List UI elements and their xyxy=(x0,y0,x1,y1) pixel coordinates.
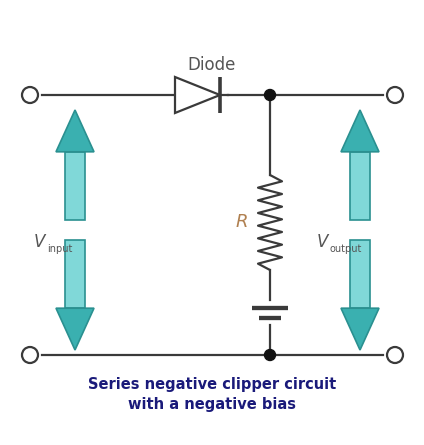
Circle shape xyxy=(387,87,403,103)
Text: $V$: $V$ xyxy=(33,233,47,251)
Text: with a negative bias: with a negative bias xyxy=(128,397,296,413)
Circle shape xyxy=(387,347,403,363)
Text: Diode: Diode xyxy=(188,56,236,74)
Text: output: output xyxy=(330,244,363,254)
Polygon shape xyxy=(56,110,94,152)
Polygon shape xyxy=(341,308,379,350)
Circle shape xyxy=(265,349,276,360)
Polygon shape xyxy=(341,110,379,152)
Text: Series negative clipper circuit: Series negative clipper circuit xyxy=(88,377,336,392)
Circle shape xyxy=(265,89,276,101)
Text: input: input xyxy=(47,244,73,254)
Text: $V$: $V$ xyxy=(316,233,330,251)
Circle shape xyxy=(22,347,38,363)
FancyBboxPatch shape xyxy=(350,152,370,220)
FancyBboxPatch shape xyxy=(65,240,85,308)
Text: R: R xyxy=(236,213,248,231)
FancyBboxPatch shape xyxy=(350,240,370,308)
Polygon shape xyxy=(56,308,94,350)
Circle shape xyxy=(22,87,38,103)
FancyBboxPatch shape xyxy=(65,152,85,220)
Polygon shape xyxy=(175,77,220,113)
